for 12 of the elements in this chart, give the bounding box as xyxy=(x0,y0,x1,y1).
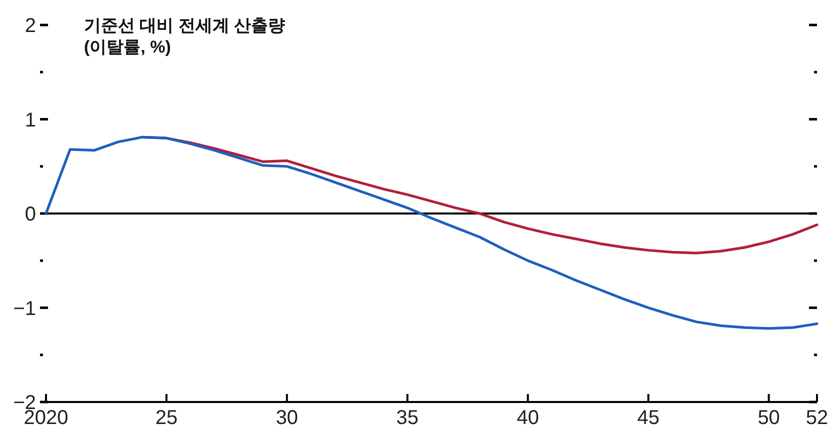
y-tick-label: −1 xyxy=(13,298,36,320)
y-tick-label: 1 xyxy=(24,109,36,132)
x-tick-label: 30 xyxy=(276,407,298,429)
x-tick-label: 52 xyxy=(806,407,828,429)
x-tick-label: 45 xyxy=(637,407,660,429)
x-tick-label: 25 xyxy=(155,407,178,429)
y-tick-label: 0 xyxy=(24,204,36,226)
x-tick-label: 50 xyxy=(758,407,780,429)
chart-title: 기준선 대비 전세계 산출량 (이탈률, %) xyxy=(84,16,286,56)
x-tick-label: 40 xyxy=(516,407,539,429)
y-tick-label: 2 xyxy=(24,15,36,37)
x-tick-label: 35 xyxy=(396,407,419,429)
